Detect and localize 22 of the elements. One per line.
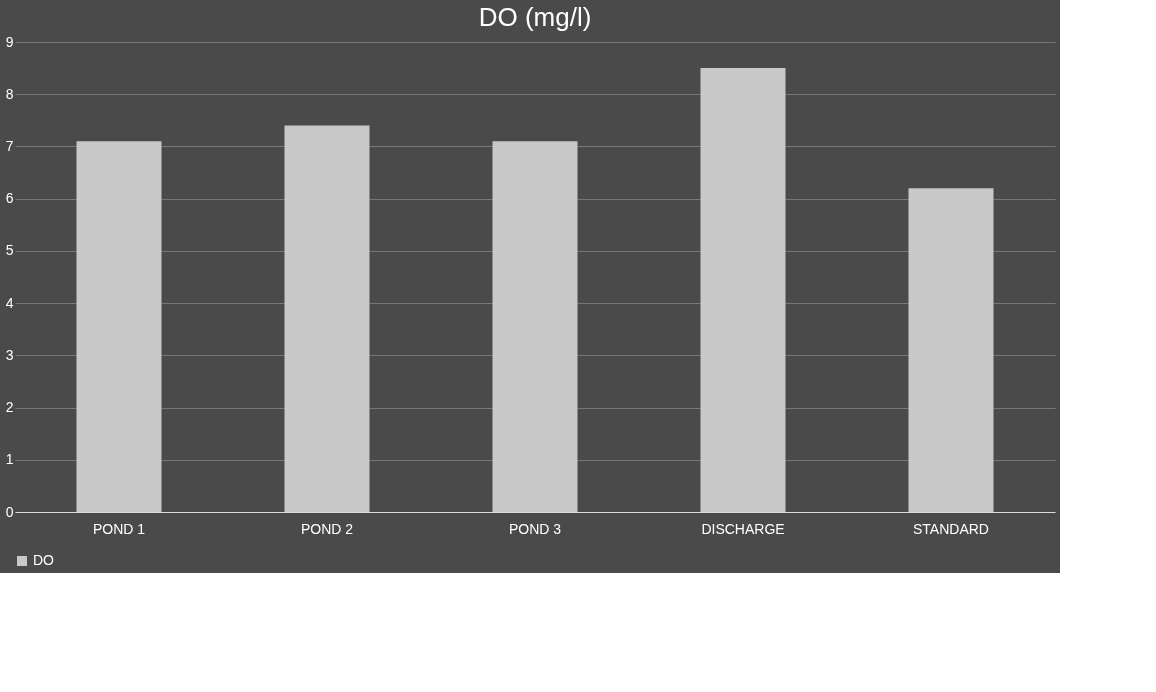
y-tick-label: 5 <box>5 242 14 259</box>
y-tick-label: 7 <box>5 137 14 154</box>
y-tick-label: 3 <box>5 346 14 363</box>
y-tick-label: 8 <box>5 85 14 102</box>
bar <box>700 68 786 512</box>
bar <box>908 188 994 512</box>
y-tick-label: 6 <box>5 190 14 207</box>
bar <box>76 141 162 512</box>
legend-label: DO <box>33 552 55 568</box>
y-tick-label: 1 <box>5 451 14 468</box>
bar <box>492 141 578 512</box>
x-tick-label: STANDARD <box>913 520 989 537</box>
x-tick-label: POND 3 <box>508 520 562 537</box>
y-tick-label: 9 <box>5 33 14 50</box>
chart-title: DO (mg/l) <box>478 2 592 32</box>
x-tick-label: POND 2 <box>300 520 354 537</box>
bar <box>284 125 370 512</box>
y-tick-label: 2 <box>5 399 14 416</box>
x-tick-label: DISCHARGE <box>701 520 785 537</box>
y-tick-label: 0 <box>5 503 14 520</box>
x-tick-label: POND 1 <box>92 520 146 537</box>
y-tick-label: 4 <box>5 294 14 311</box>
